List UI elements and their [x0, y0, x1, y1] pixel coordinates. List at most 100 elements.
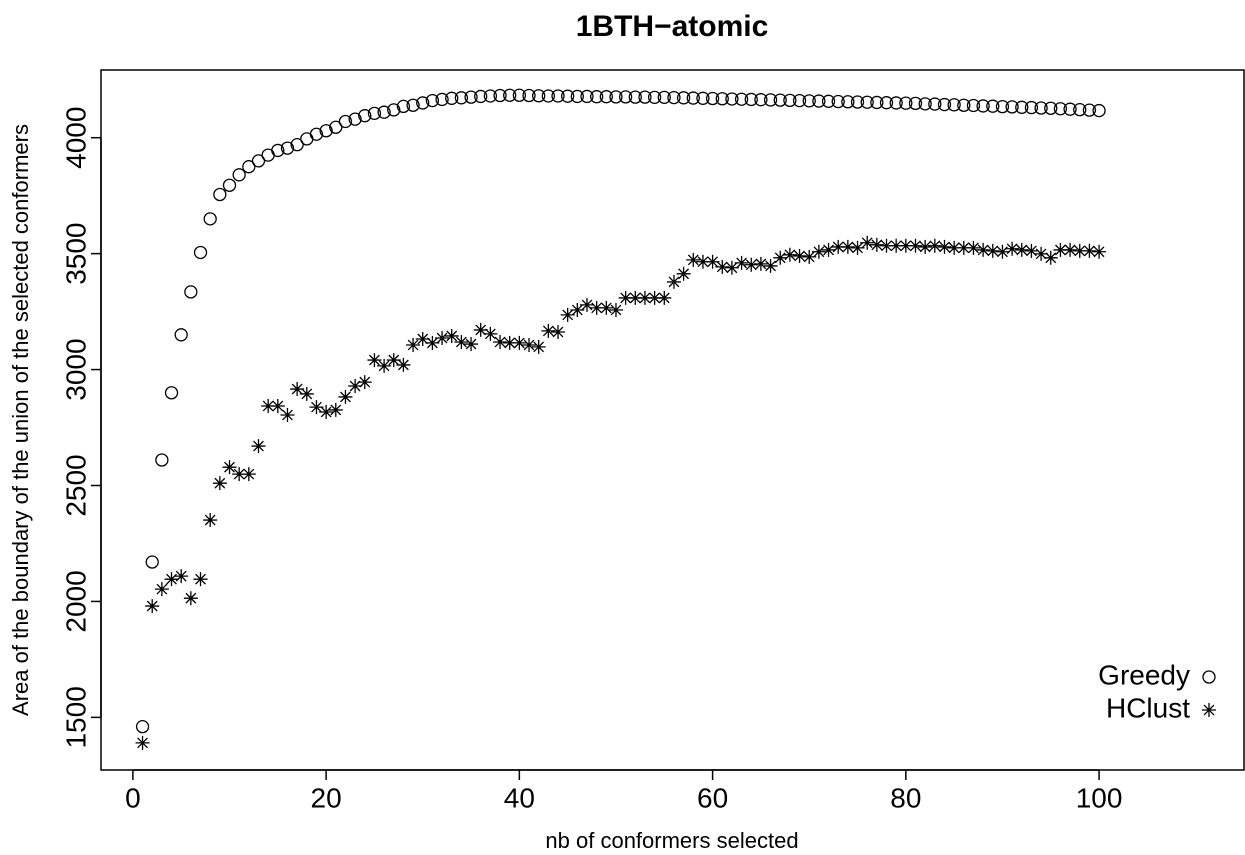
point	[483, 326, 498, 341]
point	[464, 90, 478, 104]
point	[580, 89, 594, 104]
point	[647, 90, 662, 105]
x-tick-label: 40	[504, 782, 535, 813]
point	[135, 735, 150, 750]
point	[1034, 101, 1048, 115]
point	[637, 290, 652, 305]
point	[609, 90, 623, 104]
point	[154, 582, 169, 597]
point	[435, 92, 449, 107]
point	[503, 88, 517, 102]
point	[1014, 242, 1029, 257]
point	[589, 300, 604, 315]
point	[1092, 103, 1106, 118]
x-tick-label: 20	[311, 782, 342, 813]
point	[995, 99, 1010, 114]
point	[367, 353, 382, 368]
point	[174, 328, 188, 342]
point	[1024, 243, 1039, 258]
point	[570, 89, 584, 104]
point	[995, 244, 1010, 259]
point	[193, 245, 208, 260]
point	[1053, 102, 1068, 116]
point	[522, 337, 537, 352]
point	[608, 302, 623, 317]
point	[773, 93, 787, 107]
point	[290, 138, 304, 152]
point	[686, 91, 700, 105]
point	[164, 572, 179, 587]
point	[203, 212, 217, 226]
point	[1024, 100, 1039, 115]
plot-frame	[100, 69, 1245, 771]
point	[386, 353, 401, 368]
point	[541, 323, 556, 338]
point	[512, 335, 527, 350]
point	[1044, 101, 1058, 115]
point	[918, 239, 933, 254]
point	[618, 90, 633, 104]
point	[918, 97, 932, 111]
point	[725, 92, 739, 106]
point	[1015, 100, 1029, 114]
point	[1053, 242, 1068, 257]
y-tick-label: 2000	[60, 570, 91, 632]
point	[232, 168, 246, 182]
point	[599, 300, 614, 315]
point	[531, 339, 546, 354]
point	[792, 248, 807, 263]
point	[561, 89, 575, 103]
point	[551, 89, 565, 103]
point	[657, 290, 672, 305]
point	[966, 240, 981, 255]
point	[319, 124, 333, 138]
point	[705, 254, 720, 269]
point	[782, 247, 797, 262]
point	[348, 112, 362, 126]
legend-marker	[1202, 703, 1216, 717]
point	[860, 235, 875, 250]
point	[135, 719, 150, 734]
point	[850, 240, 865, 255]
point	[348, 379, 363, 394]
point	[183, 591, 198, 606]
point	[319, 405, 334, 420]
point	[657, 90, 671, 105]
point	[1082, 243, 1097, 258]
legend-label: HClust	[1106, 692, 1190, 723]
point	[387, 103, 401, 117]
point	[724, 260, 739, 275]
point	[870, 95, 884, 110]
point	[271, 143, 285, 158]
point	[879, 238, 894, 253]
point	[754, 93, 768, 107]
point	[338, 114, 353, 129]
point	[898, 238, 913, 253]
point	[416, 96, 430, 110]
point	[1063, 242, 1078, 257]
point	[802, 249, 817, 264]
point	[532, 89, 546, 103]
point	[474, 89, 488, 104]
point	[667, 90, 681, 105]
point	[666, 274, 681, 289]
point	[976, 242, 991, 257]
point	[396, 357, 411, 372]
point	[222, 178, 237, 192]
point	[889, 96, 903, 110]
chart-title: 1BTH−atomic	[576, 10, 769, 43]
point	[328, 402, 343, 417]
point	[734, 92, 749, 106]
point	[937, 97, 952, 112]
point	[812, 94, 826, 108]
point	[241, 467, 256, 482]
point	[212, 476, 227, 491]
point	[483, 89, 498, 103]
point	[502, 335, 517, 350]
point	[290, 382, 305, 397]
point	[802, 94, 816, 108]
point	[715, 92, 729, 106]
point	[444, 328, 459, 343]
y-axis-label: Area of the boundary of the union of the…	[8, 124, 33, 716]
